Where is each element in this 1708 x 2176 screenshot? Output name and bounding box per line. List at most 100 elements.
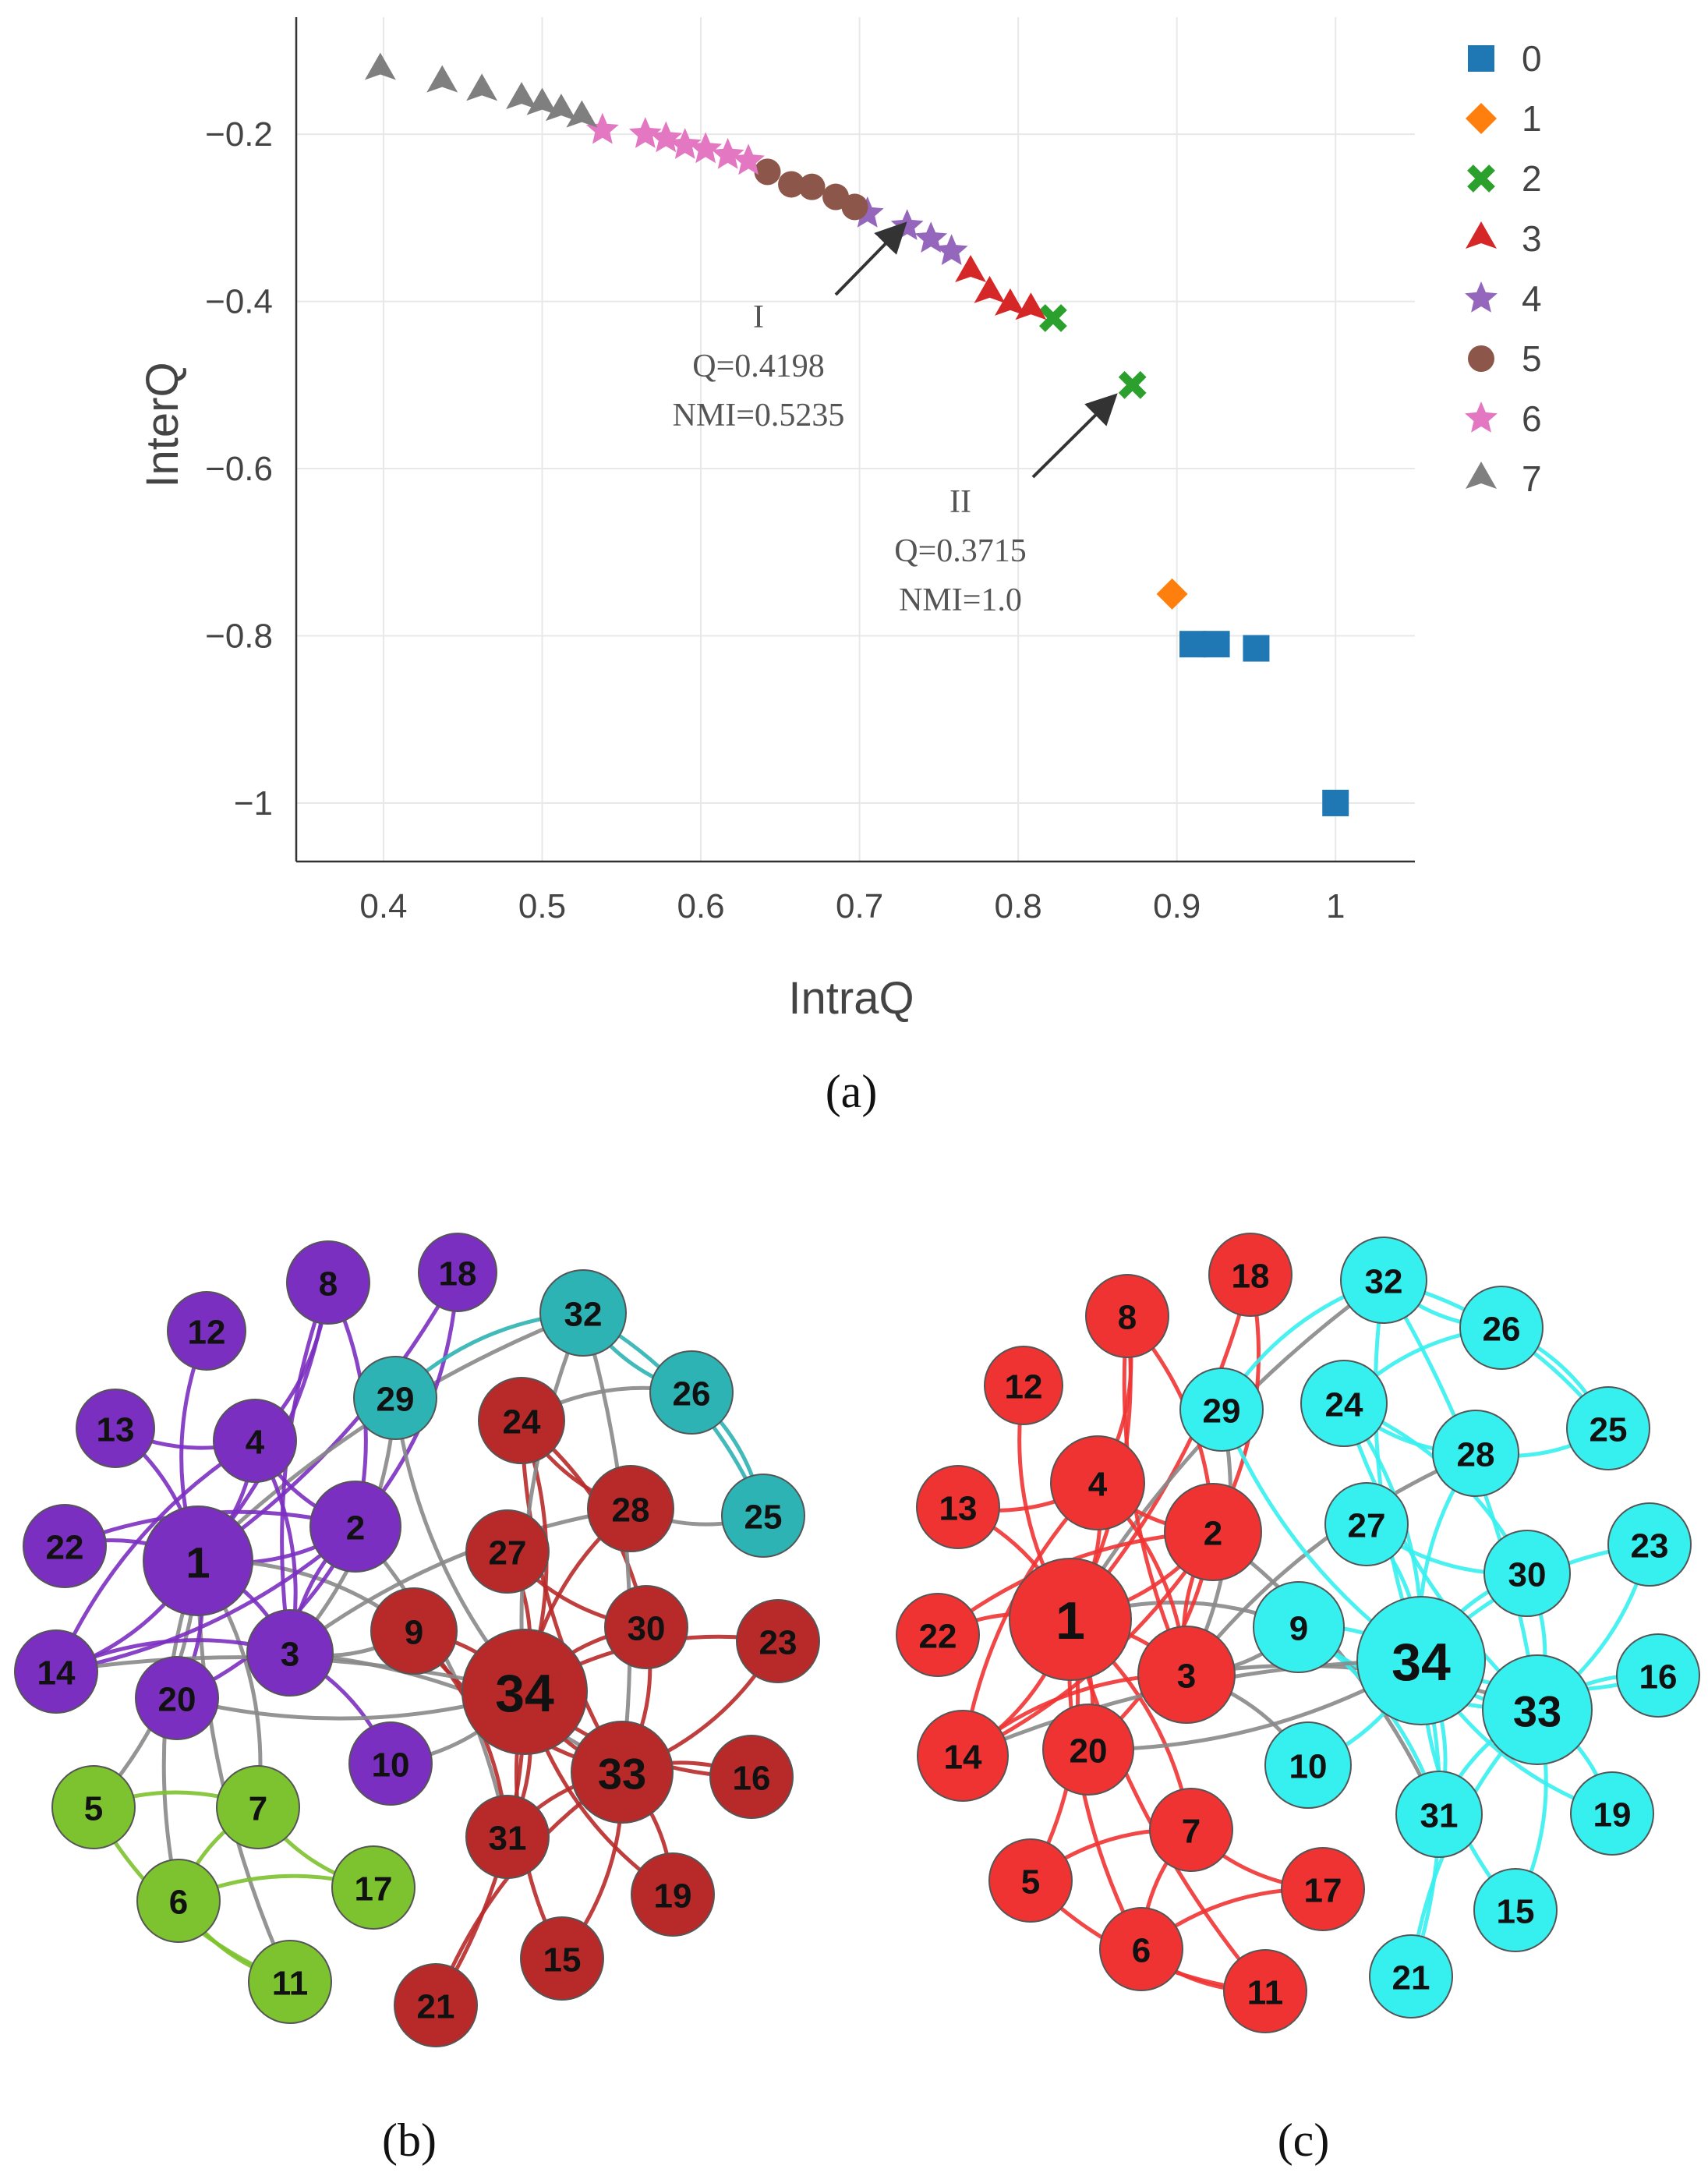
network-c-node-label: 19 (1593, 1796, 1632, 1835)
network-b-node-17 (331, 1845, 416, 1930)
x-tick-label: 0.4 (359, 887, 407, 925)
network-b-edge (354, 1525, 510, 1838)
network-b-edge (54, 1438, 256, 1673)
network-c-node-18 (1208, 1233, 1292, 1317)
network-c-node-30 (1483, 1530, 1571, 1617)
data-point-series-6 (628, 117, 662, 148)
annotations: I Q=0.4198 NMI=0.5235 II Q=0.3715 NMI=1.0 (673, 221, 1118, 618)
network-c-node-label: 23 (1631, 1527, 1669, 1566)
panel-label-a: (a) (826, 1066, 878, 1117)
network-panel-b: 1234567891011121314151617181920212223242… (14, 1233, 820, 2047)
network-b-node-label: 26 (673, 1375, 711, 1414)
network-b-node-label: 11 (272, 1965, 309, 2003)
network-b-node-label: 25 (744, 1498, 783, 1537)
network-c-node-22 (896, 1593, 980, 1677)
network-c-node-label: 17 (1304, 1872, 1342, 1910)
data-point-series-6 (689, 132, 723, 164)
annotation-text: NMI=1.0 (899, 582, 1022, 618)
network-c-node-label: 6 (1132, 1932, 1151, 1970)
network-c-node-8 (1085, 1274, 1169, 1358)
legend-marker-1 (1466, 103, 1497, 134)
network-b-node-26 (649, 1350, 734, 1435)
data-point-series-3 (994, 288, 1026, 316)
network-b-node-label: 2 (346, 1509, 365, 1548)
network-b-node-label: 3 (281, 1636, 299, 1674)
network-c-node-31 (1395, 1771, 1483, 1858)
network-c-node-26 (1459, 1286, 1544, 1370)
network-panel-c: 1234567891011121314151617181920212223242… (896, 1233, 1700, 2033)
network-b-edge (55, 1525, 357, 1674)
network-b-node-label: 14 (37, 1654, 76, 1693)
y-tick-label: −0.8 (205, 617, 273, 655)
network-b-node-13 (76, 1389, 155, 1468)
y-tick-label: −0.6 (205, 450, 273, 488)
network-c-node-13 (916, 1465, 1000, 1549)
network-b-node-label: 32 (564, 1296, 603, 1334)
network-b-node-1 (143, 1506, 253, 1616)
network-b-node-23 (736, 1599, 820, 1683)
data-point-series-3 (974, 275, 1006, 303)
network-b-node-14 (14, 1629, 98, 1714)
legend-marker-2 (1467, 165, 1495, 193)
network-b-node-25 (721, 1474, 805, 1558)
legend-label: 1 (1522, 98, 1542, 139)
network-c-node-27 (1324, 1482, 1409, 1566)
network-b-node-label: 1 (186, 1538, 210, 1587)
network-c-node-label: 20 (1070, 1732, 1108, 1771)
x-tick-label: 0.8 (995, 887, 1042, 925)
data-point-series-2 (1118, 370, 1147, 399)
x-tick-label: 0.5 (518, 887, 566, 925)
network-c-node-24 (1300, 1360, 1388, 1447)
x-tick-label: 0.7 (836, 887, 883, 925)
data-point-series-5 (778, 171, 805, 198)
network-b-node-18 (418, 1233, 497, 1312)
data-point-series-7 (566, 100, 598, 128)
network-b-node-label: 10 (372, 1746, 410, 1785)
data-point-series-6 (711, 137, 744, 169)
data-point-series-6 (649, 121, 683, 153)
network-c-node-label: 16 (1639, 1658, 1678, 1697)
legend-label: 2 (1522, 158, 1542, 199)
network-b-node-30 (604, 1585, 688, 1669)
network-b-node-label: 8 (319, 1265, 338, 1304)
network-b-node-5 (51, 1765, 136, 1849)
scatter-plot-panel: 0.4 0.5 0.6 0.7 0.8 0.9 1 −0.2 −0.4 −0.6 −0.8 −1 I… (137, 17, 1542, 1024)
data-point-series-7 (364, 52, 396, 80)
legend-label: 5 (1522, 338, 1542, 379)
network-c-node-16 (1616, 1633, 1700, 1718)
network-c-node-label: 8 (1118, 1299, 1137, 1337)
network-b-node-10 (348, 1721, 433, 1806)
legend-label: 3 (1522, 218, 1542, 259)
network-c-node-label: 3 (1177, 1658, 1196, 1696)
x-tick-label: 0.9 (1153, 887, 1201, 925)
panel-label-c: (c) (1278, 2114, 1330, 2166)
network-c-node-32 (1340, 1237, 1427, 1324)
network-c-node-label: 15 (1497, 1893, 1535, 1931)
network-c-node-14 (917, 1710, 1009, 1802)
data-point-series-3 (955, 255, 987, 283)
data-point-series-0 (1179, 631, 1207, 658)
data-point-series-4 (914, 221, 948, 253)
legend-label: 7 (1522, 458, 1542, 499)
x-tick-label: 1 (1326, 887, 1345, 925)
network-b-node-label: 18 (439, 1255, 477, 1293)
network-b-node-32 (539, 1269, 627, 1357)
network-c-node-7 (1149, 1788, 1233, 1872)
data-point-series-4 (850, 196, 884, 228)
network-b-node-31 (465, 1795, 550, 1879)
network-c-node-label: 2 (1204, 1515, 1222, 1553)
network-c-node-1 (1009, 1558, 1132, 1681)
network-b-node-9 (370, 1587, 458, 1675)
data-point-series-5 (841, 193, 868, 221)
data-point-series-5 (798, 173, 826, 200)
network-c-node-3 (1137, 1626, 1236, 1724)
y-axis-title: InterQ (137, 362, 188, 487)
network-b-node-29 (353, 1356, 437, 1440)
network-c-node-label: 28 (1457, 1436, 1495, 1474)
legend-label: 4 (1522, 278, 1542, 319)
network-b-node-8 (286, 1240, 370, 1325)
annotation-text: I (753, 299, 764, 335)
data-point-series-0 (1322, 789, 1349, 816)
network-b-nodes: 1234567891011121314151617181920212223242… (14, 1233, 820, 2047)
network-c-node-6 (1099, 1907, 1183, 1991)
